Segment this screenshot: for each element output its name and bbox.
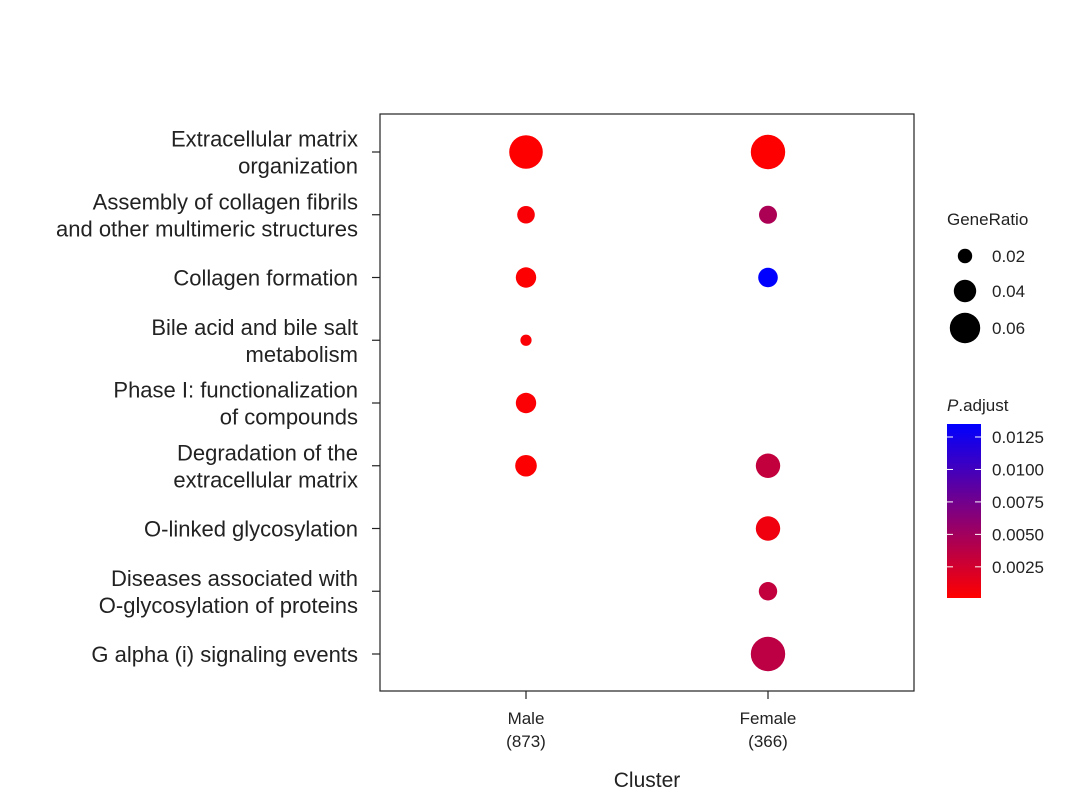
data-point: [515, 454, 537, 477]
x-axis-title: Cluster: [614, 769, 681, 792]
y-tick-label: Assembly of collagen fibrils: [93, 189, 358, 214]
data-point: [515, 392, 537, 414]
data-point: [750, 636, 786, 672]
y-tick-label: organization: [238, 154, 358, 179]
y-tick-label: Degradation of the: [177, 440, 358, 465]
x-axis: Male (873) Female (366): [506, 691, 796, 751]
size-legend-label: 0.02: [992, 247, 1025, 266]
color-legend-label: 0.0025: [992, 558, 1044, 577]
data-point: [758, 582, 778, 601]
size-legend: GeneRatio 0.02 0.04 0.06: [947, 210, 1028, 344]
y-tick-label: Diseases associated with: [111, 566, 358, 591]
data-points: [509, 134, 786, 672]
y-tick-label: O-glycosylation of proteins: [99, 593, 358, 618]
data-point: [520, 334, 532, 346]
color-legend-label: 0.0050: [992, 525, 1044, 544]
color-legend-bar: [947, 424, 981, 598]
data-point: [759, 205, 777, 224]
data-point: [755, 453, 781, 478]
size-legend-key: [949, 312, 981, 344]
color-legend-label: 0.0100: [992, 460, 1044, 479]
plot-panel: [379, 113, 915, 692]
y-tick-label: Collagen formation: [173, 266, 358, 291]
y-tick-label: O-linked glycosylation: [144, 517, 358, 542]
color-legend-label: 0.0125: [992, 428, 1044, 447]
size-legend-key: [953, 279, 977, 303]
x-tick-label: Male: [508, 709, 545, 728]
size-legend-label: 0.04: [992, 282, 1025, 301]
y-tick-label: of compounds: [220, 405, 358, 430]
data-point: [755, 516, 781, 541]
data-point: [517, 205, 535, 224]
y-tick-label: Phase I: functionalization: [113, 378, 358, 403]
y-tick-label: extracellular matrix: [173, 467, 358, 492]
size-legend-title: GeneRatio: [947, 210, 1028, 229]
y-tick-label: metabolism: [246, 342, 358, 367]
y-tick-label: and other multimeric structures: [56, 216, 358, 241]
y-tick-label: G alpha (i) signaling events: [91, 642, 358, 667]
data-point: [758, 267, 778, 288]
color-legend-title: P.adjust: [947, 396, 1009, 415]
y-tick-label: Extracellular matrix: [171, 127, 358, 152]
x-tick-label: Female: [740, 709, 797, 728]
data-point: [515, 267, 537, 288]
color-legend: P.adjust 0.0125 0.0100 0.0075 0.0050 0.0025: [947, 396, 1044, 598]
color-legend-label: 0.0075: [992, 493, 1044, 512]
data-point: [509, 135, 543, 169]
y-tick-label: Bile acid and bile salt: [151, 315, 358, 340]
size-legend-key: [957, 248, 973, 264]
size-legend-label: 0.06: [992, 319, 1025, 338]
x-tick-count: (366): [748, 732, 788, 751]
data-point: [750, 134, 786, 170]
x-tick-count: (873): [506, 732, 546, 751]
